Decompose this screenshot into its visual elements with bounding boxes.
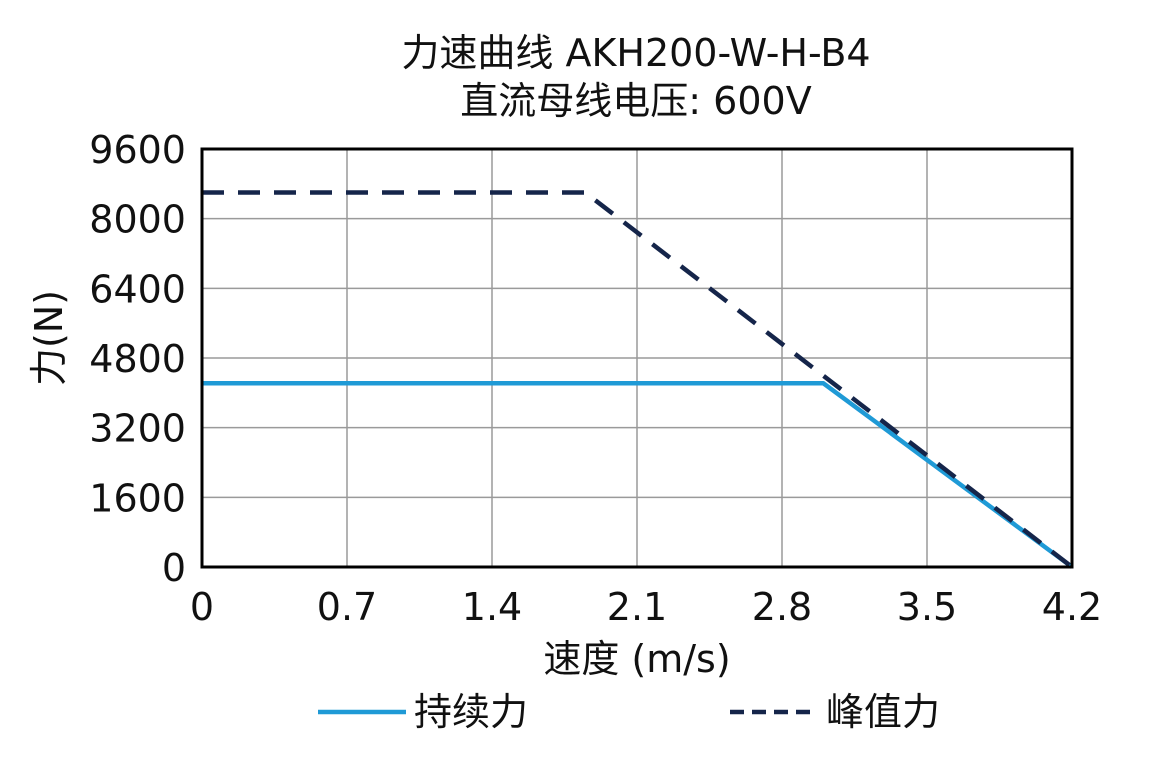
legend-label: 持续力	[414, 690, 528, 734]
x-tick-label: 2.8	[752, 585, 812, 629]
y-tick-label: 1600	[89, 476, 186, 520]
chart-subtitle: 直流母线电压: 600V	[460, 79, 811, 123]
y-tick-label: 9600	[89, 128, 186, 172]
series-line-continuous-force	[202, 381, 1074, 569]
plot-frame	[200, 147, 1074, 569]
y-tick-labels: 9600 8000 6400 4800 3200 1600 0	[89, 128, 186, 590]
legend: 持续力 峰值力	[318, 690, 940, 734]
y-tick-label: 4800	[89, 337, 186, 381]
chart-title: 力速曲线 AKH200-W-H-B4	[401, 31, 870, 75]
x-tick-label: 0.7	[317, 585, 377, 629]
x-tick-label: 3.5	[897, 585, 957, 629]
y-axis-label: 力(N)	[27, 290, 71, 386]
y-tick-label: 6400	[89, 267, 186, 311]
y-tick-label: 3200	[89, 407, 186, 451]
series-line-peak-force	[202, 190, 1074, 569]
x-tick-labels: 0 0.7 1.4 2.1 2.8 3.5 4.2	[190, 585, 1102, 629]
x-tick-label: 1.4	[462, 585, 522, 629]
y-tick-label: 0	[162, 546, 186, 590]
x-tick-label: 4.2	[1042, 585, 1102, 629]
legend-label: 峰值力	[826, 690, 940, 734]
x-tick-label: 2.1	[607, 585, 667, 629]
x-axis-label: 速度 (m/s)	[543, 637, 730, 681]
grid-lines	[201, 148, 1073, 568]
series-group	[202, 190, 1074, 569]
y-tick-label: 8000	[89, 198, 186, 242]
x-tick-label: 0	[190, 585, 214, 629]
